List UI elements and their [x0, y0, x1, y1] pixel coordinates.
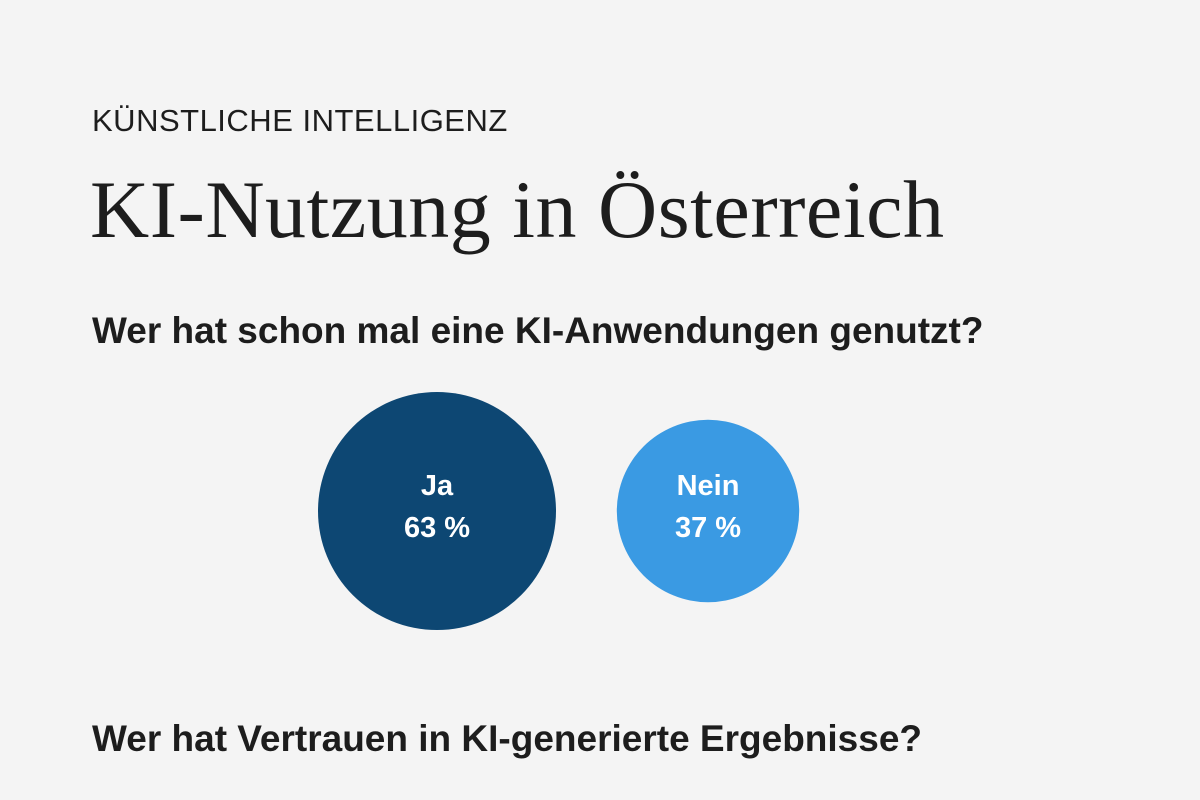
bubble-nein: [616, 419, 800, 603]
bubble-value-nein: 37 %: [675, 512, 741, 544]
bubble-label-ja: Ja: [421, 470, 454, 502]
question-2: Wer hat Vertrauen in KI-generierte Ergeb…: [92, 718, 923, 759]
bubble-value-ja: 63 %: [404, 512, 470, 544]
bubble-label-nein: Nein: [677, 470, 740, 502]
kicker: KÜNSTLICHE INTELLIGENZ: [92, 103, 508, 138]
question-1: Wer hat schon mal eine KI-Anwendungen ge…: [92, 310, 984, 351]
headline: KI-Nutzung in Österreich: [90, 164, 945, 255]
bubble-ja: [318, 392, 556, 630]
